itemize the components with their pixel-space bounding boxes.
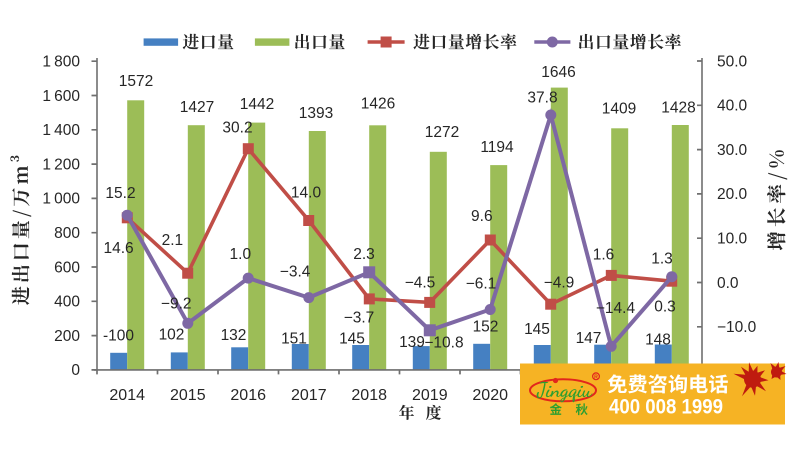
svg-text:151: 151 [281,330,307,347]
svg-text:−14.4: −14.4 [596,300,636,317]
svg-text:40.0: 40.0 [717,98,748,115]
svg-text:1194: 1194 [480,139,514,156]
svg-text:2015: 2015 [170,387,206,404]
svg-text:1272: 1272 [425,124,459,141]
svg-text:−3.4: −3.4 [280,264,311,281]
svg-text:30.2: 30.2 [222,119,252,136]
svg-text:−10.8: −10.8 [424,334,463,351]
svg-text:147: 147 [576,330,602,347]
svg-text:1 000: 1 000 [42,191,80,208]
svg-text:1427: 1427 [180,99,214,116]
svg-text:14.0: 14.0 [291,184,322,201]
svg-text:20.0: 20.0 [717,186,748,203]
svg-text:15.2: 15.2 [105,185,135,202]
svg-text:200: 200 [54,328,80,345]
svg-text:1 800: 1 800 [42,54,80,71]
svg-text:800: 800 [54,225,80,242]
svg-text:1572: 1572 [119,73,153,90]
svg-text:0.0: 0.0 [717,275,739,292]
svg-text:1.0: 1.0 [230,246,252,263]
svg-text:152: 152 [473,318,499,335]
svg-text:2018: 2018 [351,387,387,404]
svg-text:145: 145 [339,330,365,347]
svg-text:1 200: 1 200 [42,156,80,173]
svg-text:132: 132 [221,327,247,344]
svg-text:1 400: 1 400 [42,122,80,139]
svg-text:148: 148 [645,332,671,349]
svg-text:1393: 1393 [299,105,333,122]
svg-text:2.1: 2.1 [162,232,184,249]
svg-text:37.8: 37.8 [527,89,557,106]
svg-text:600: 600 [54,259,80,276]
svg-text:1426: 1426 [361,95,395,112]
svg-text:−3.7: −3.7 [344,309,375,326]
svg-text:1442: 1442 [240,96,274,113]
svg-text:2014: 2014 [109,387,145,404]
svg-text:2.3: 2.3 [353,246,375,263]
svg-text:−6.1: −6.1 [466,275,497,292]
svg-text:2017: 2017 [291,387,327,404]
svg-text:1646: 1646 [541,64,575,81]
svg-text:−4.5: −4.5 [405,274,436,291]
svg-text:−4.9: −4.9 [544,274,575,291]
svg-text:50.0: 50.0 [717,53,748,70]
svg-text:102: 102 [159,326,185,343]
svg-text:145: 145 [524,321,550,338]
svg-text:400: 400 [54,294,80,311]
svg-text:139: 139 [399,334,425,351]
svg-text:14.6: 14.6 [104,240,134,257]
svg-text:400 008 1999: 400 008 1999 [609,396,723,419]
svg-text:1428: 1428 [661,99,695,116]
svg-text:0: 0 [71,362,80,379]
svg-text:30.0: 30.0 [717,142,748,159]
svg-text:R: R [594,375,598,381]
svg-text:-100: -100 [103,327,134,344]
svg-text:−9.2: −9.2 [161,295,192,312]
svg-text:−10.0: −10.0 [717,319,757,336]
svg-text:2020: 2020 [472,387,508,404]
svg-text:2016: 2016 [230,387,266,404]
svg-text:2019: 2019 [412,387,448,404]
svg-text:10.0: 10.0 [717,231,748,248]
svg-text:1 600: 1 600 [42,88,80,105]
svg-text:1.3: 1.3 [651,250,673,267]
svg-text:1409: 1409 [602,100,636,117]
svg-text:1.6: 1.6 [593,246,615,263]
svg-text:0.3: 0.3 [654,298,676,315]
svg-text:9.6: 9.6 [471,208,493,225]
